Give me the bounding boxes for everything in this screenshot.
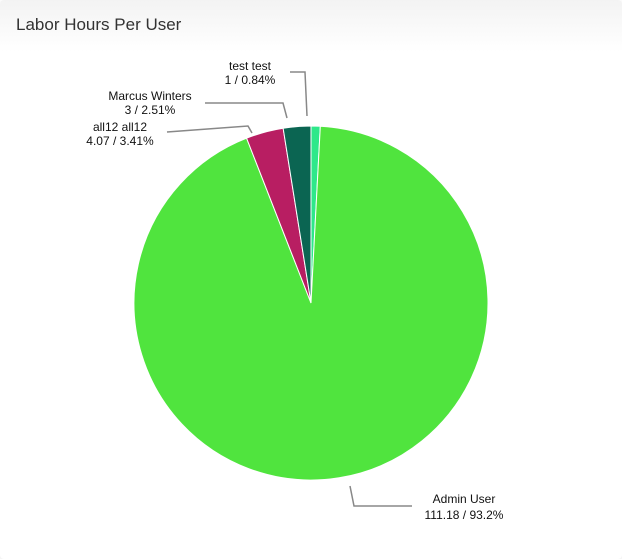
pie-slices xyxy=(133,125,489,481)
pie-slice-admin-user[interactable] xyxy=(133,125,489,481)
leader-line-test-test xyxy=(290,71,308,117)
label-value-marcus-winters: 3 / 2.51% xyxy=(125,103,176,117)
pie-slice-marcus-winters[interactable] xyxy=(282,125,312,304)
leader-line-admin-user xyxy=(349,485,412,507)
label-value-all12-all12: 4.07 / 3.41% xyxy=(86,134,154,148)
leader-line-all12-all12 xyxy=(166,125,253,134)
label-name-all12-all12: all12 all12 xyxy=(93,120,147,134)
label-name-admin-user: Admin User xyxy=(433,492,496,506)
leader-lines xyxy=(166,71,412,507)
label-value-test-test: 1 / 0.84% xyxy=(225,73,276,87)
chart-title: Labor Hours Per User xyxy=(16,15,182,34)
label-name-marcus-winters: Marcus Winters xyxy=(108,89,191,103)
label-name-test-test: test test xyxy=(229,59,272,73)
leader-line-marcus-winters xyxy=(205,102,288,119)
slice-labels: test test 1 / 0.84% Marcus Winters 3 / 2… xyxy=(86,59,503,522)
label-value-admin-user: 111.18 / 93.2% xyxy=(425,508,504,522)
